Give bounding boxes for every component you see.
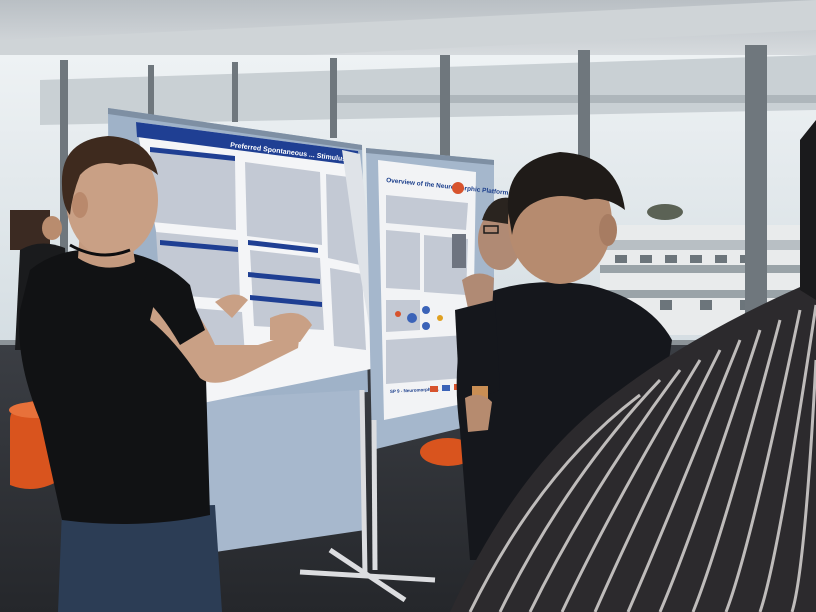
window-mullions (60, 45, 767, 360)
person-presenter (19, 136, 312, 612)
person-listener (455, 152, 672, 560)
poster-right-diagram (395, 306, 443, 330)
ceiling-beam (0, 0, 816, 70)
outside-canopy-edge (330, 95, 816, 103)
tree (647, 204, 683, 220)
poster-right-logo (452, 182, 464, 194)
glasses-icon (483, 225, 499, 234)
poster-right: Overview of the Neuromorphic Platform SP… (378, 160, 509, 420)
person-foreground-striped (450, 120, 816, 612)
poster-right-footer: SP 9 - Neuromorphic ... (390, 386, 440, 394)
board-stand (299, 389, 436, 603)
poster-right-photo (452, 234, 466, 268)
